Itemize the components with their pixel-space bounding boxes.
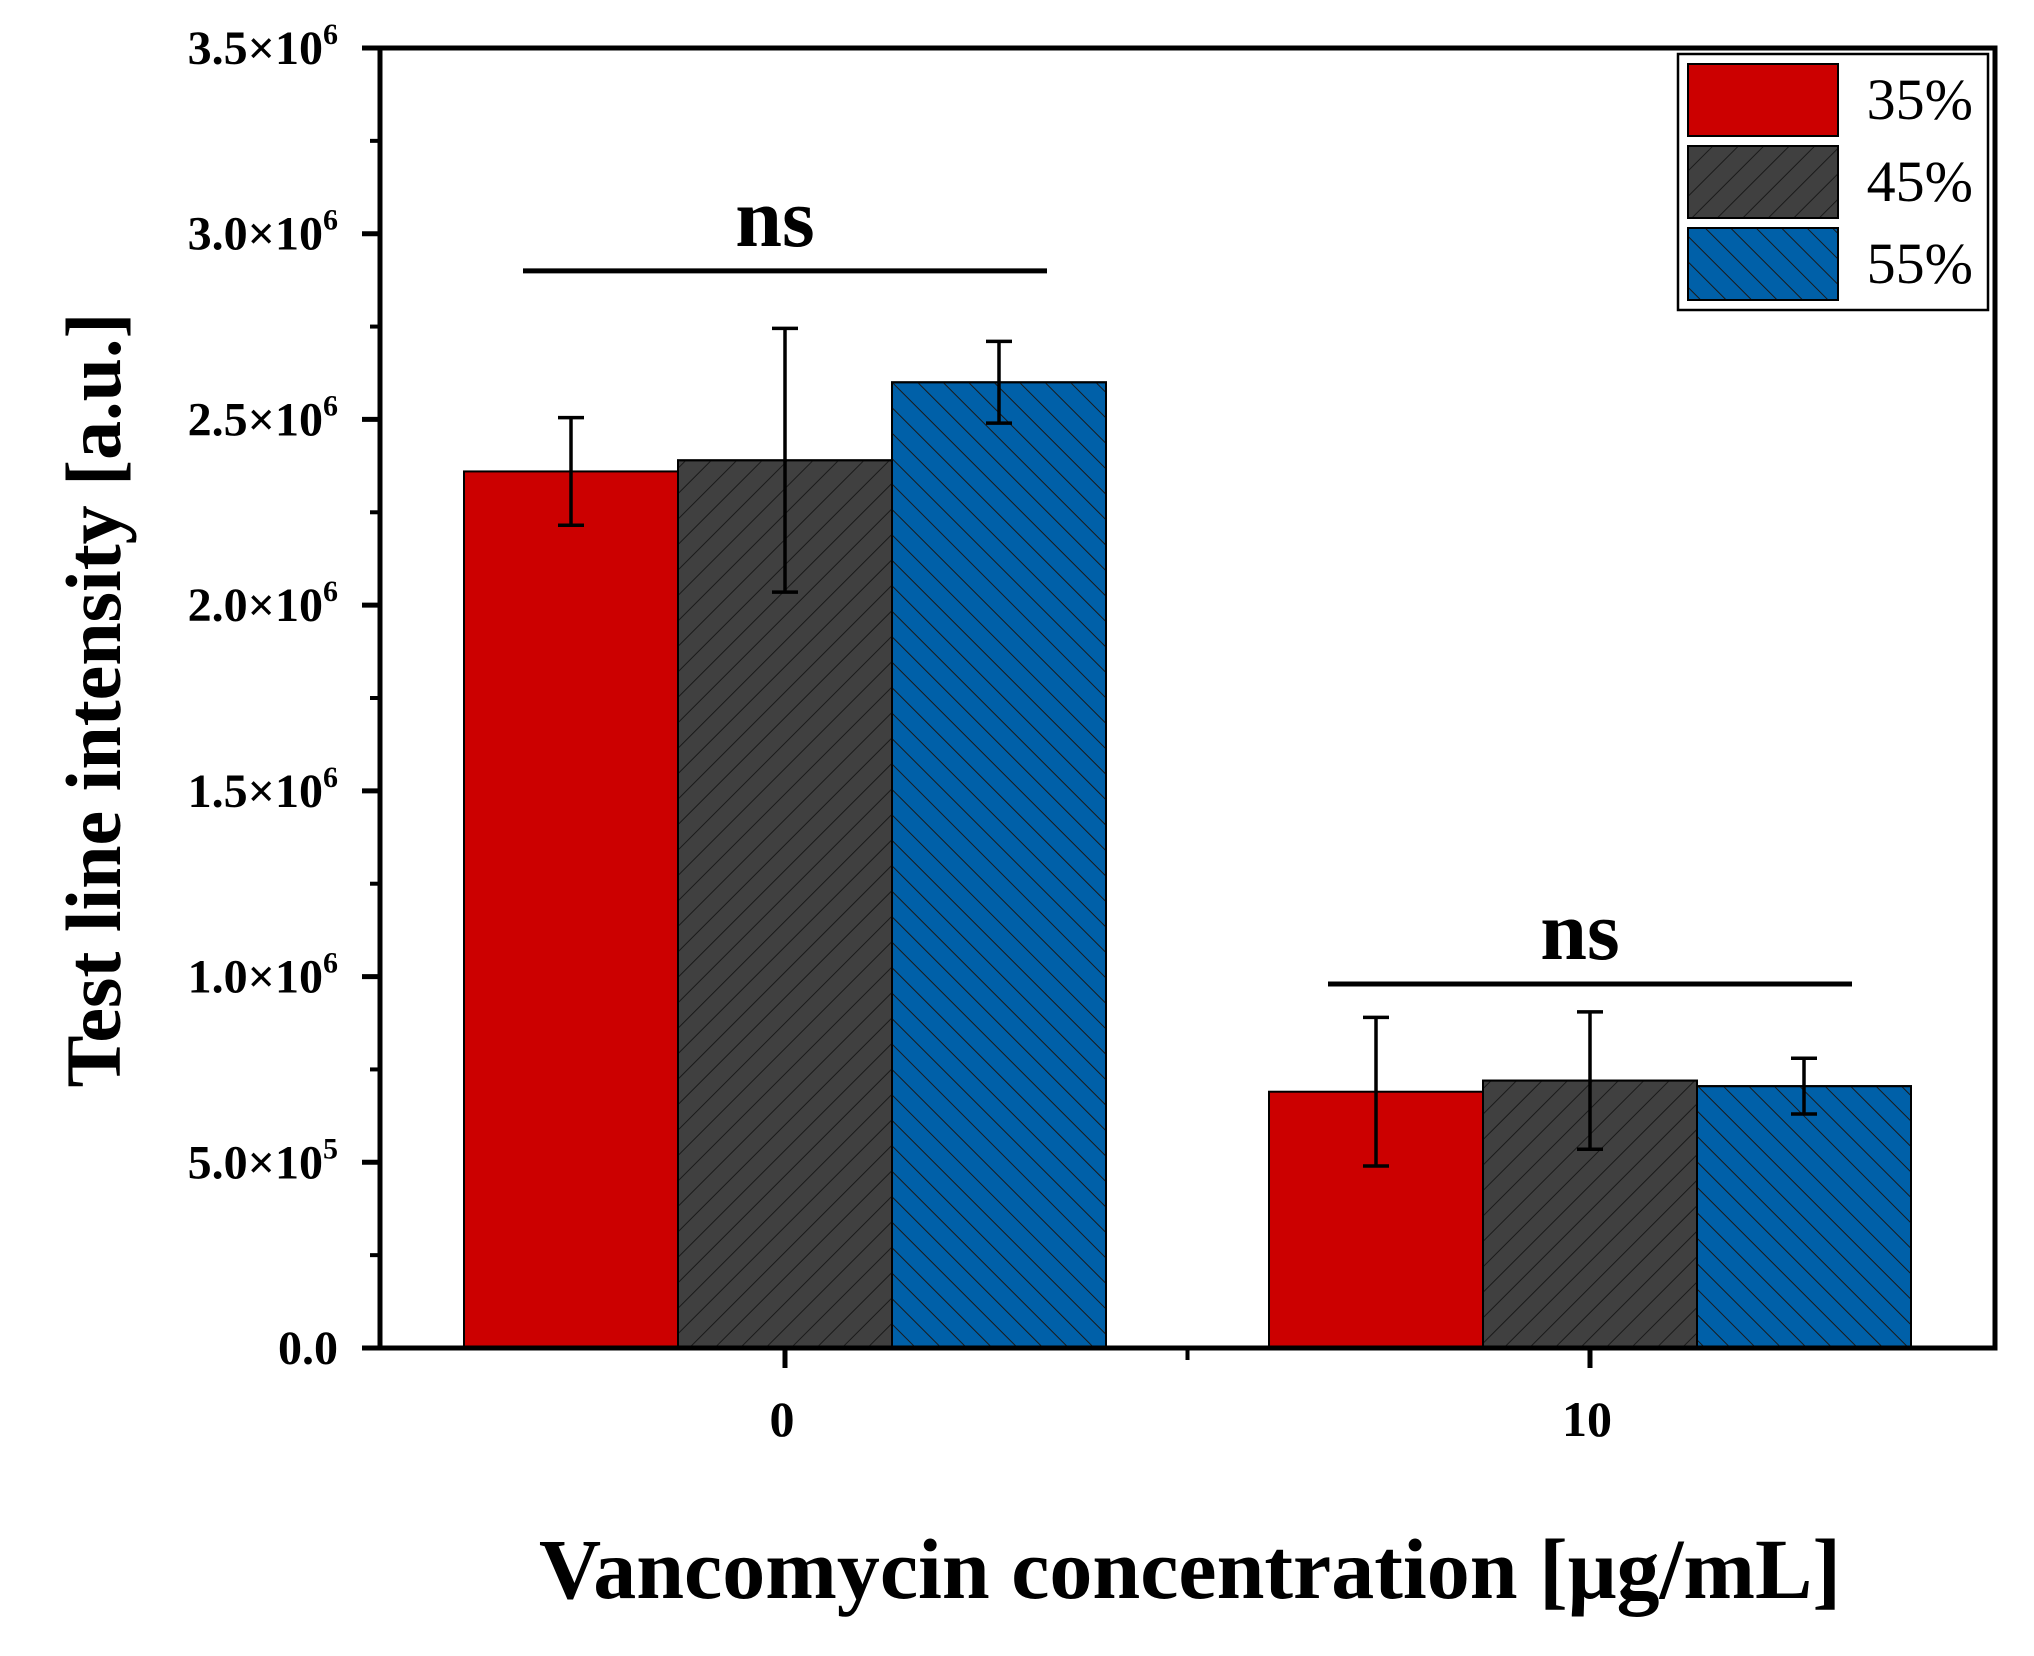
- legend-swatch-hatch: [1687, 145, 1839, 219]
- y-tick-label: 5.0×105: [188, 1132, 338, 1189]
- bar: [463, 470, 679, 1349]
- y-axis-title: Test line intensity [a.u.]: [50, 312, 137, 1087]
- x-axis-title: Vancomycin concentration [μg/mL]: [539, 1521, 1841, 1617]
- y-tick-label: 1.5×106: [188, 761, 338, 818]
- significance-label: ns: [735, 172, 814, 265]
- legend-label: 55%: [1867, 231, 1973, 296]
- error-bars-layer: [558, 326, 1817, 1168]
- legend: 35% 45% 55%: [1676, 52, 1990, 312]
- x-axis: 0 10: [770, 1348, 1612, 1447]
- y-tick-label: 1.0×106: [188, 947, 338, 1004]
- x-tick-label: 0: [770, 1391, 795, 1447]
- legend-swatch: [1687, 63, 1839, 137]
- x-tick-label: 10: [1562, 1391, 1612, 1447]
- significance-label: ns: [1540, 885, 1619, 978]
- y-tick-label: 2.0×106: [188, 575, 338, 632]
- y-tick-label: 2.5×106: [188, 389, 338, 446]
- annotations-layer: ns ns: [523, 172, 1852, 987]
- legend-swatch-hatch: [1687, 227, 1839, 301]
- y-tick-label: 3.5×106: [188, 18, 338, 75]
- bars-layer: [463, 381, 1912, 1349]
- bar-hatch: [891, 381, 1107, 1349]
- y-tick-label: 3.0×106: [188, 204, 338, 261]
- legend-label: 35%: [1867, 67, 1973, 132]
- y-tick-label: 0.0: [278, 1322, 338, 1375]
- legend-label: 45%: [1867, 149, 1973, 214]
- bar-hatch: [1696, 1085, 1912, 1349]
- y-axis: 0.0 5.0×105 1.0×106 1.5×106 2.0×106 2.5×106 3.…: [188, 18, 380, 1375]
